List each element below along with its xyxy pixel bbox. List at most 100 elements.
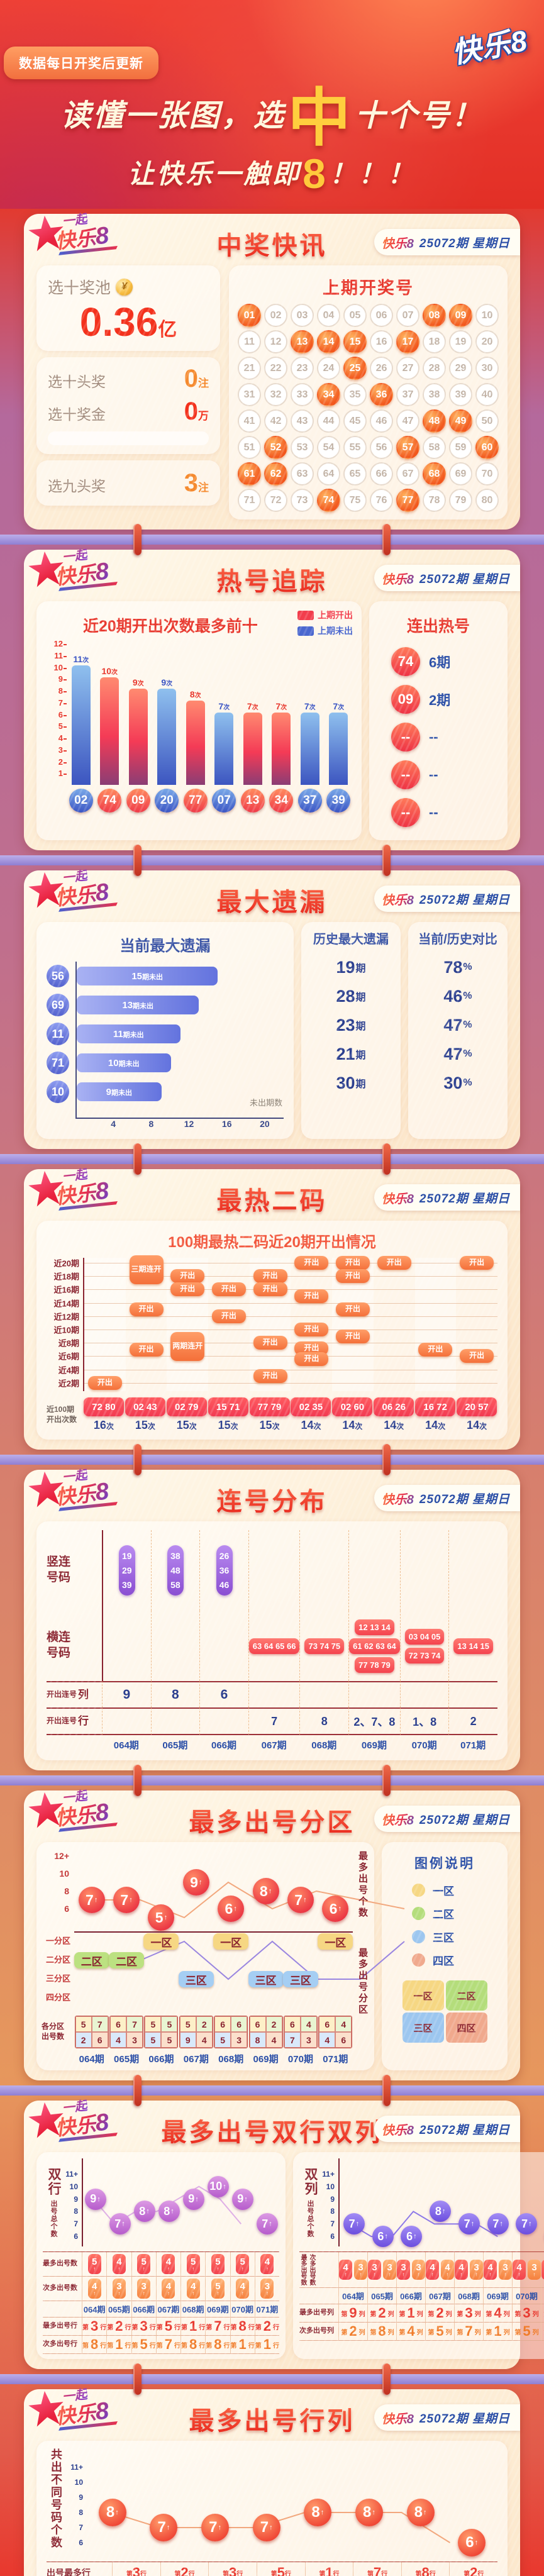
miss-axis-tick: 8	[148, 1119, 154, 1129]
zone-mini-value: 6	[231, 2016, 248, 2032]
panel-header: 一起快乐8最大遗漏快乐825072期 星期日	[36, 869, 520, 917]
grid-line	[84, 1302, 497, 1304]
draw-number-cell: 26	[370, 357, 393, 380]
tick-mark	[64, 679, 67, 681]
miss-axis-ticks: 4 8 12 16 20	[75, 1119, 284, 1131]
miss-bar: 15期未出	[77, 967, 218, 985]
period-label: 065期	[114, 2054, 140, 2065]
streak-periods: 6期	[429, 655, 451, 670]
double-axis-labels: 双行 出号总个数	[43, 2158, 64, 2246]
up-arrow-icon: ↑	[265, 2290, 269, 2296]
zones-body: 12+ 10 8 6 7 ↑ 7 ↑ 5 ↑ 9 ↑ 6 ↑ 8 ↑ 7 ↑ 6 ↑ 一分区 二分区 三分区 四分区 二区 二区一…	[36, 1842, 508, 2070]
period-label: 068期	[311, 1740, 337, 1751]
compare-value: 47%	[443, 1015, 472, 1035]
legend-item: 三区	[412, 1929, 477, 1945]
draw-number-cell: 59	[449, 436, 472, 459]
second-line-label: 次多出号行	[43, 2336, 82, 2354]
pool-label-row: 选十奖池 ¥	[48, 275, 209, 298]
zone-mini-value: 5	[145, 2016, 162, 2032]
mini-kuaile8-logo: 快乐8	[382, 1189, 414, 1207]
panel-header: 一起快乐8最热二码快乐825072期 星期日	[36, 1168, 520, 1216]
period-label: 069期	[253, 2054, 279, 2065]
draw-number-cell: 77	[396, 489, 419, 512]
rowcol-count-circle: 7 ↑	[252, 2514, 280, 2541]
y-axis-tick: 8	[74, 2207, 78, 2216]
stat-label: 选九头奖	[48, 478, 106, 494]
miss-bar-label-suffix: 期未出	[142, 973, 163, 981]
pool-card: 选十奖池 ¥0.36亿	[36, 265, 220, 351]
up-arrow-icon: ↑	[504, 2271, 507, 2277]
binding-ring	[382, 1444, 391, 1475]
up-arrow-icon: ↑	[384, 2233, 388, 2241]
consec-number: 48	[170, 1565, 180, 1575]
zones-zone-plot: 二区 二区 一区 三区 一区 三区 三区 一区	[74, 1931, 405, 2011]
rowcol-y-ticks: 11+ 10 9 8 7 6	[65, 2448, 87, 2555]
count-pill: 3↑	[354, 2260, 367, 2280]
count-pill: 5 ↑	[137, 2254, 151, 2274]
pair-count-labels: 最多出号数 次多出号数	[299, 2252, 338, 2288]
second-count-cell: 3 ↑	[131, 2277, 156, 2301]
best-row-label: 出号最多行	[47, 2562, 112, 2576]
hero-title: 读懂一张图，选中十个号！	[0, 67, 544, 158]
hot-chart-card: 近20期开出次数最多前十 上期开出 上期未出 1 2 3 4 5 6 7 8 9 10 11 12 11次 10…	[36, 601, 362, 840]
period-label: 071期	[541, 2288, 544, 2304]
draw-number-cell: 64	[317, 462, 340, 486]
horizontal-consec-pill: 63 64 65 66	[248, 1638, 300, 1654]
bar-column: 10次	[96, 666, 125, 785]
draw-number-cell: 11	[238, 330, 261, 353]
draw-number-cell: 52	[264, 436, 287, 459]
binding-ring	[133, 524, 142, 555]
zone-pill: 三区	[282, 1971, 318, 1987]
draw-number-cell: 32	[264, 383, 287, 406]
prefix: 第	[82, 2324, 89, 2331]
pair-count-unit: 次	[396, 1422, 404, 1431]
stat-unit: 注	[198, 377, 209, 389]
y-axis-tick: 11+	[322, 2169, 335, 2179]
pair-pill: 02 35	[291, 1397, 331, 1416]
draw-number-cell: 36	[370, 383, 393, 406]
zone-mini-value: 6	[214, 2016, 231, 2032]
zone-mini-value: 8	[249, 2032, 266, 2048]
zone-pill: 三区	[248, 1971, 284, 1987]
suffix: 列	[358, 2311, 365, 2318]
panel-header: 一起快乐8最多出号分区快乐825072期 星期日	[36, 1789, 520, 1837]
hero-title-prefix: 读懂一张图，选	[60, 99, 286, 133]
binding-ring	[133, 1765, 142, 1796]
draw-number-cell: 58	[423, 436, 446, 459]
horizontal-consec-stack: 13 14 15	[449, 1638, 497, 1654]
compare-card: 当前/历史对比 78% 46% 47% 47% 30%	[408, 922, 508, 1139]
up-arrow-icon: ↑	[192, 2290, 195, 2296]
zone-mini-value: 7	[91, 2016, 108, 2032]
vertical-consec-cell	[399, 1530, 449, 1611]
period-label: 070期	[512, 2288, 541, 2304]
prefix: 第	[341, 2329, 348, 2336]
period-label: 068期	[180, 2301, 206, 2318]
column-stripe	[414, 1258, 457, 1391]
hot-bar	[300, 712, 319, 785]
pair-count-cell: 3↑3↑	[541, 2252, 544, 2288]
suffix: 列	[503, 2329, 510, 2336]
count-pill: 3↑	[368, 2260, 381, 2280]
axis-label-big: 双行	[47, 2167, 61, 2196]
mini-kuaile8-logo: 快乐8	[382, 233, 414, 252]
appear-mark: 开出	[253, 1336, 287, 1350]
rowcol-card: 共出不同号码个数 11+ 10 9 8 7 6 8 ↑ 7 ↑ 7 ↑ 7 ↑ 8 ↑ 8 ↑ 8 ↑ 6 ↑ 出号最多行第 3…	[36, 2441, 508, 2576]
zone-mini-value: 4	[265, 2032, 282, 2048]
miss-bar-label: 13期未出	[122, 999, 154, 1011]
zone-pill: 一区	[213, 1933, 249, 1950]
miss-row: 11 11期未出	[47, 1019, 284, 1048]
line-number: 5	[164, 2318, 172, 2334]
draw-number-cell: 42	[264, 409, 287, 433]
zone-count-circle: 6 ↑	[218, 1896, 245, 1922]
number-ball: 37	[297, 789, 322, 813]
draw-number-cell: 08	[423, 304, 446, 327]
zones-period-row: 064期 065期 066期 067期 068期 069期 070期 071期	[74, 2052, 353, 2065]
zone-mini-value: 7	[126, 2016, 143, 2032]
y-axis-tick: 12	[48, 639, 67, 648]
rowcol-count-circle: 6 ↑	[458, 2529, 486, 2557]
compare-value: 30%	[443, 1073, 472, 1092]
y-axis-tick: 6	[330, 2232, 335, 2241]
